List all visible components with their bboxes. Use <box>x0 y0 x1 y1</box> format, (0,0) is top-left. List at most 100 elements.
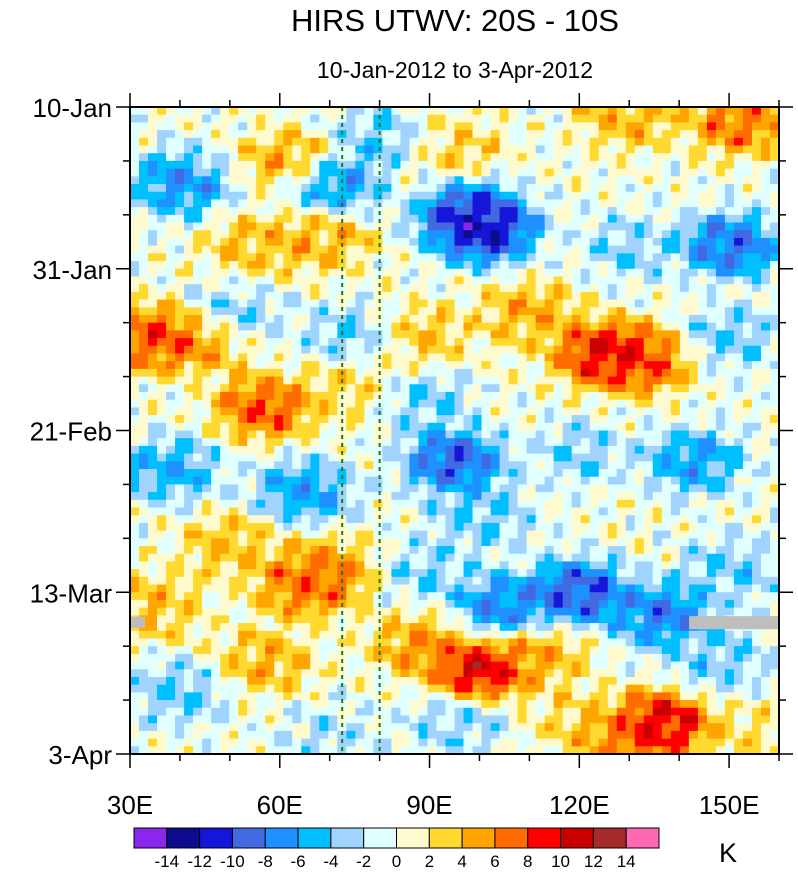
heatmap-cell <box>751 299 762 308</box>
heatmap-cell <box>670 130 681 139</box>
heatmap-cell <box>670 314 681 324</box>
heatmap-cell <box>733 291 744 301</box>
heatmap-cell <box>139 368 149 378</box>
heatmap-cell <box>490 338 501 347</box>
heatmap-cell <box>364 561 374 570</box>
heatmap-cell <box>391 391 402 401</box>
heatmap-cell <box>697 338 708 347</box>
heatmap-cell <box>760 630 771 640</box>
heatmap-cell <box>742 422 753 432</box>
heatmap-cell <box>400 253 411 262</box>
heatmap-cell <box>508 391 519 401</box>
heatmap-cell <box>373 368 383 378</box>
heatmap-cell <box>724 168 735 177</box>
heatmap-cell <box>238 469 248 478</box>
heatmap-cell <box>373 484 383 493</box>
heatmap-cell <box>715 199 726 208</box>
heatmap-cell <box>697 492 708 501</box>
heatmap-cell <box>481 361 492 370</box>
heatmap-cell <box>526 469 537 478</box>
heatmap-cell <box>418 168 429 177</box>
heatmap-cell <box>733 107 744 116</box>
heatmap-cell <box>742 107 753 116</box>
heatmap-cell <box>589 592 600 601</box>
heatmap-cell <box>229 353 239 362</box>
heatmap-cell <box>544 461 555 470</box>
heatmap-cell <box>220 561 230 570</box>
heatmap-cell <box>373 191 383 201</box>
heatmap-cell <box>652 145 663 154</box>
heatmap-cell <box>328 569 338 578</box>
heatmap-cell <box>634 130 645 139</box>
heatmap-cell <box>769 584 779 593</box>
heatmap-cell <box>769 453 779 462</box>
heatmap-cell <box>760 407 771 416</box>
heatmap-cell <box>697 415 708 424</box>
heatmap-cell <box>328 415 338 424</box>
heatmap-cell <box>580 330 591 339</box>
heatmap-cell <box>211 530 221 539</box>
heatmap-cell <box>652 399 663 408</box>
heatmap-cell <box>427 484 438 493</box>
heatmap-cell <box>481 107 492 116</box>
heatmap-cell <box>670 322 681 331</box>
heatmap-cell <box>184 461 194 470</box>
heatmap-cell <box>625 492 636 501</box>
heatmap-cell <box>733 368 744 378</box>
heatmap-cell <box>553 314 564 324</box>
heatmap-cell <box>265 561 275 570</box>
heatmap-cell <box>643 237 654 247</box>
heatmap-cell <box>607 438 618 447</box>
heatmap-cell <box>688 330 699 339</box>
heatmap-cell <box>382 168 392 177</box>
heatmap-cell <box>328 399 338 408</box>
heatmap-cell <box>445 607 456 616</box>
heatmap-cell <box>751 338 762 347</box>
heatmap-cell <box>139 384 149 393</box>
heatmap-cell <box>715 453 726 462</box>
heatmap-cell <box>184 353 194 362</box>
heatmap-cell <box>499 230 510 239</box>
heatmap-cell <box>643 415 654 424</box>
heatmap-cell <box>292 345 302 355</box>
heatmap-cell <box>427 438 438 447</box>
heatmap-cell <box>571 291 582 301</box>
heatmap-cell <box>454 207 465 216</box>
heatmap-cell <box>364 546 374 555</box>
heatmap-cell <box>337 214 347 224</box>
heatmap-cell <box>391 438 402 447</box>
heatmap-cell <box>310 245 320 254</box>
heatmap-cell <box>454 522 465 532</box>
heatmap-cell <box>247 314 257 324</box>
heatmap-cell <box>382 376 392 385</box>
heatmap-cell <box>535 207 546 216</box>
heatmap-cell <box>337 445 347 455</box>
heatmap-cell <box>526 160 537 170</box>
heatmap-cell <box>409 330 420 339</box>
heatmap-cell <box>589 607 600 616</box>
heatmap-cell <box>310 492 320 501</box>
heatmap-cell <box>580 145 591 154</box>
heatmap-cell <box>355 638 365 647</box>
heatmap-cell <box>319 407 329 416</box>
heatmap-cell <box>670 499 681 509</box>
heatmap-cell <box>769 484 779 493</box>
heatmap-cell <box>400 361 411 370</box>
heatmap-cell <box>328 253 338 262</box>
heatmap-cell <box>337 469 347 478</box>
heatmap-cell <box>643 499 654 509</box>
heatmap-cell <box>508 522 519 532</box>
heatmap-cell <box>175 592 185 601</box>
heatmap-cell <box>553 153 564 162</box>
heatmap-cell <box>616 338 627 347</box>
heatmap-cell <box>661 584 672 593</box>
heatmap-cell <box>454 453 465 462</box>
heatmap-cell <box>715 314 726 324</box>
heatmap-cell <box>130 268 140 278</box>
heatmap-cell <box>229 599 239 609</box>
heatmap-cell <box>769 599 779 609</box>
heatmap-cell <box>184 361 194 370</box>
heatmap-cell <box>652 391 663 401</box>
heatmap-cell <box>391 261 402 270</box>
